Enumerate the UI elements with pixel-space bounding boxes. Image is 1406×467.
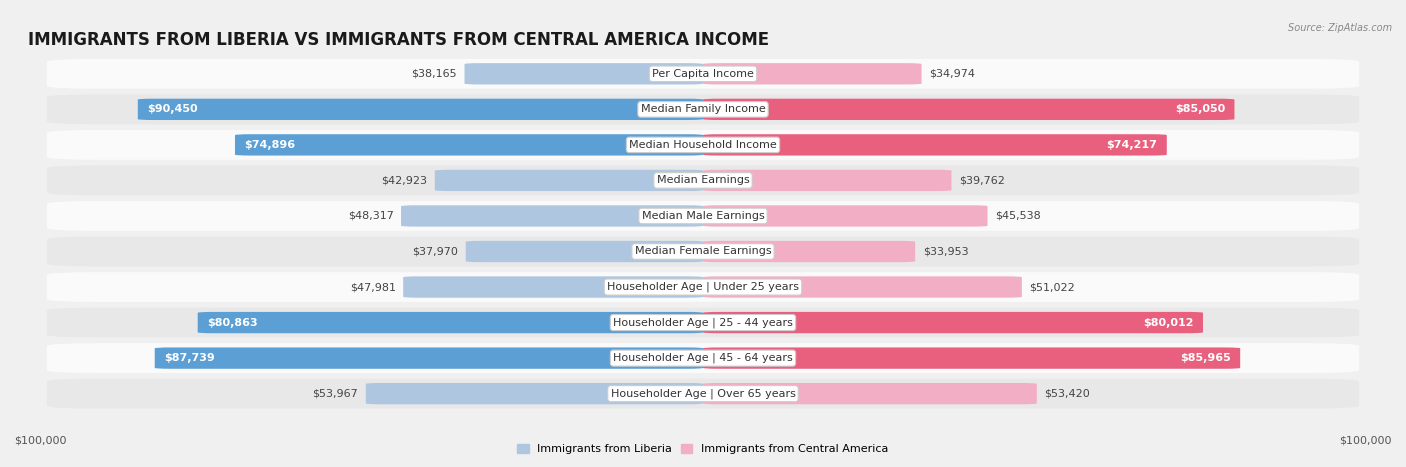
- FancyBboxPatch shape: [198, 312, 703, 333]
- Text: $53,967: $53,967: [312, 389, 359, 399]
- Text: IMMIGRANTS FROM LIBERIA VS IMMIGRANTS FROM CENTRAL AMERICA INCOME: IMMIGRANTS FROM LIBERIA VS IMMIGRANTS FR…: [28, 31, 769, 49]
- Text: Source: ZipAtlas.com: Source: ZipAtlas.com: [1288, 23, 1392, 33]
- FancyBboxPatch shape: [464, 63, 703, 85]
- FancyBboxPatch shape: [235, 134, 703, 156]
- Text: Median Female Earnings: Median Female Earnings: [634, 247, 772, 256]
- FancyBboxPatch shape: [404, 276, 703, 297]
- Text: Householder Age | Over 65 years: Householder Age | Over 65 years: [610, 389, 796, 399]
- FancyBboxPatch shape: [46, 343, 1360, 373]
- Text: $33,953: $33,953: [922, 247, 969, 256]
- FancyBboxPatch shape: [434, 170, 703, 191]
- Text: $80,012: $80,012: [1143, 318, 1194, 327]
- FancyBboxPatch shape: [366, 383, 703, 404]
- Text: $38,165: $38,165: [412, 69, 457, 79]
- Text: Median Household Income: Median Household Income: [628, 140, 778, 150]
- FancyBboxPatch shape: [703, 383, 1036, 404]
- FancyBboxPatch shape: [703, 134, 1167, 156]
- Text: $47,981: $47,981: [350, 282, 395, 292]
- FancyBboxPatch shape: [46, 272, 1360, 302]
- FancyBboxPatch shape: [46, 379, 1360, 409]
- FancyBboxPatch shape: [465, 241, 703, 262]
- Text: $37,970: $37,970: [412, 247, 458, 256]
- FancyBboxPatch shape: [46, 94, 1360, 124]
- Text: $80,863: $80,863: [207, 318, 257, 327]
- Text: $42,923: $42,923: [381, 176, 427, 185]
- Text: $53,420: $53,420: [1045, 389, 1090, 399]
- Text: $100,000: $100,000: [14, 436, 66, 446]
- FancyBboxPatch shape: [138, 99, 703, 120]
- Text: $100,000: $100,000: [1340, 436, 1392, 446]
- Text: $74,217: $74,217: [1107, 140, 1157, 150]
- Text: $87,739: $87,739: [165, 353, 215, 363]
- FancyBboxPatch shape: [46, 165, 1360, 195]
- Text: $45,538: $45,538: [995, 211, 1040, 221]
- Text: Median Male Earnings: Median Male Earnings: [641, 211, 765, 221]
- Text: $85,965: $85,965: [1180, 353, 1230, 363]
- Text: Median Earnings: Median Earnings: [657, 176, 749, 185]
- Text: Householder Age | 45 - 64 years: Householder Age | 45 - 64 years: [613, 353, 793, 363]
- FancyBboxPatch shape: [703, 99, 1234, 120]
- Text: $39,762: $39,762: [959, 176, 1005, 185]
- Text: $90,450: $90,450: [148, 104, 198, 114]
- Text: $34,974: $34,974: [929, 69, 974, 79]
- FancyBboxPatch shape: [703, 205, 987, 226]
- FancyBboxPatch shape: [46, 237, 1360, 266]
- FancyBboxPatch shape: [46, 59, 1360, 89]
- Text: $85,050: $85,050: [1175, 104, 1225, 114]
- FancyBboxPatch shape: [703, 63, 921, 85]
- FancyBboxPatch shape: [155, 347, 703, 369]
- FancyBboxPatch shape: [703, 241, 915, 262]
- Legend: Immigrants from Liberia, Immigrants from Central America: Immigrants from Liberia, Immigrants from…: [513, 439, 893, 459]
- FancyBboxPatch shape: [46, 201, 1360, 231]
- FancyBboxPatch shape: [46, 308, 1360, 338]
- FancyBboxPatch shape: [703, 276, 1022, 297]
- FancyBboxPatch shape: [703, 347, 1240, 369]
- Text: $51,022: $51,022: [1029, 282, 1076, 292]
- FancyBboxPatch shape: [46, 130, 1360, 160]
- Text: Householder Age | 25 - 44 years: Householder Age | 25 - 44 years: [613, 317, 793, 328]
- Text: $48,317: $48,317: [347, 211, 394, 221]
- FancyBboxPatch shape: [703, 312, 1204, 333]
- FancyBboxPatch shape: [703, 170, 952, 191]
- Text: Median Family Income: Median Family Income: [641, 104, 765, 114]
- Text: Per Capita Income: Per Capita Income: [652, 69, 754, 79]
- Text: $74,896: $74,896: [245, 140, 295, 150]
- FancyBboxPatch shape: [401, 205, 703, 226]
- Text: Householder Age | Under 25 years: Householder Age | Under 25 years: [607, 282, 799, 292]
